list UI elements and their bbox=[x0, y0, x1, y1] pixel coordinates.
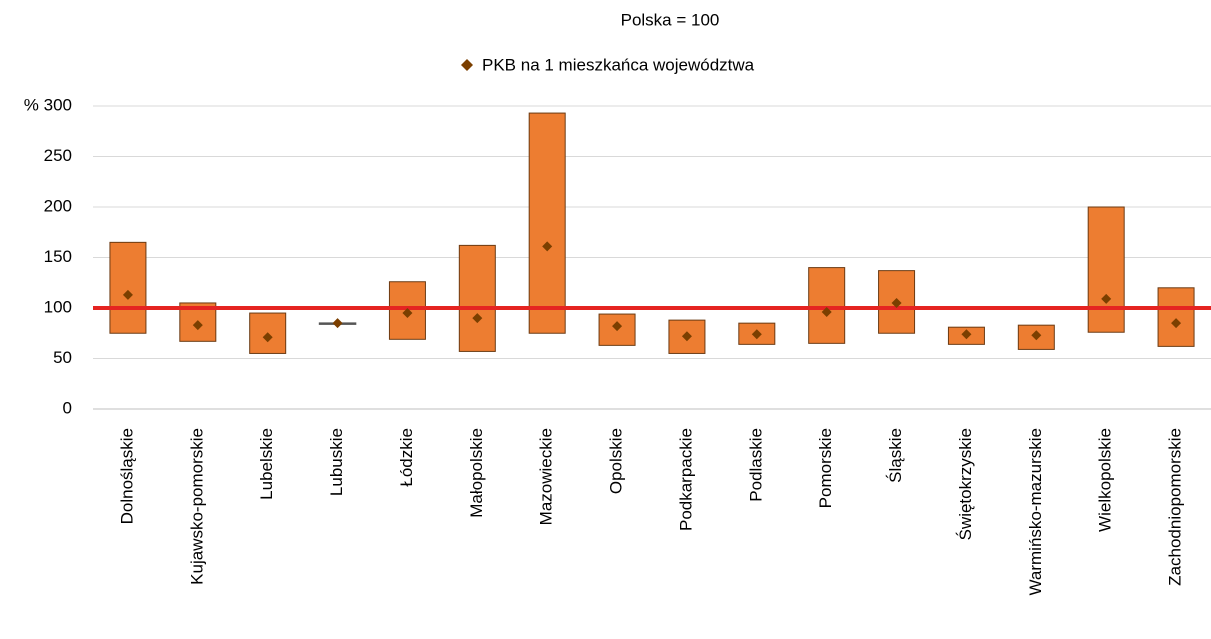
x-tick-label: Podlaskie bbox=[746, 428, 765, 502]
data-point bbox=[751, 329, 762, 340]
y-tick-label: 50 bbox=[53, 348, 72, 367]
data-point bbox=[1031, 330, 1042, 341]
x-tick-label: Wielkopolskie bbox=[1096, 428, 1115, 532]
range-bar bbox=[808, 267, 846, 344]
data-point bbox=[1171, 318, 1182, 329]
data-point bbox=[542, 241, 553, 252]
data-point bbox=[961, 329, 972, 340]
x-tick-label: Warmińsko-mazurskie bbox=[1026, 428, 1045, 596]
x-tick-label: Śląskie bbox=[886, 428, 905, 483]
data-point bbox=[262, 332, 273, 343]
range-bar bbox=[109, 241, 147, 334]
x-tick-label: Pomorskie bbox=[816, 428, 835, 508]
y-tick-label: % 300 bbox=[24, 95, 72, 114]
data-point bbox=[332, 318, 343, 329]
y-tick-label: 200 bbox=[44, 196, 72, 215]
data-point bbox=[472, 313, 483, 324]
x-tick-label: Kujawsko-pomorskie bbox=[187, 428, 206, 585]
x-tick-label: Małopolskie bbox=[467, 428, 486, 518]
x-tick-label: Lubelskie bbox=[257, 428, 276, 500]
x-tick-label: Łódzkie bbox=[397, 428, 416, 487]
range-bar bbox=[1087, 206, 1125, 333]
x-tick-label: Podkarpackie bbox=[676, 428, 695, 531]
data-point bbox=[122, 289, 133, 300]
data-point bbox=[402, 308, 413, 319]
range-bar bbox=[458, 244, 496, 352]
legend-marker bbox=[461, 59, 473, 71]
data-point bbox=[1101, 293, 1112, 304]
chart-title: Polska = 100 bbox=[621, 10, 720, 29]
y-tick-label: 150 bbox=[44, 247, 72, 266]
data-point bbox=[821, 307, 832, 318]
x-tick-label: Opolskie bbox=[607, 428, 626, 494]
y-tick-label: 250 bbox=[44, 146, 72, 165]
x-tick-label: Świętokrzyskie bbox=[956, 428, 975, 540]
x-tick-label: Dolnośląskie bbox=[117, 428, 136, 524]
legend-label: PKB na 1 mieszkańca województwa bbox=[482, 55, 755, 74]
x-tick-label: Zachodniopomorskie bbox=[1166, 428, 1185, 586]
data-point bbox=[681, 331, 692, 342]
data-point bbox=[192, 320, 203, 331]
y-tick-label: 100 bbox=[44, 297, 72, 316]
x-tick-label: Mazowieckie bbox=[537, 428, 556, 525]
data-point bbox=[891, 297, 902, 308]
data-point bbox=[612, 321, 623, 332]
range-bar bbox=[1157, 287, 1195, 347]
y-tick-label: 0 bbox=[63, 398, 72, 417]
range-bar bbox=[528, 112, 566, 334]
x-tick-label: Lubuskie bbox=[327, 428, 346, 496]
